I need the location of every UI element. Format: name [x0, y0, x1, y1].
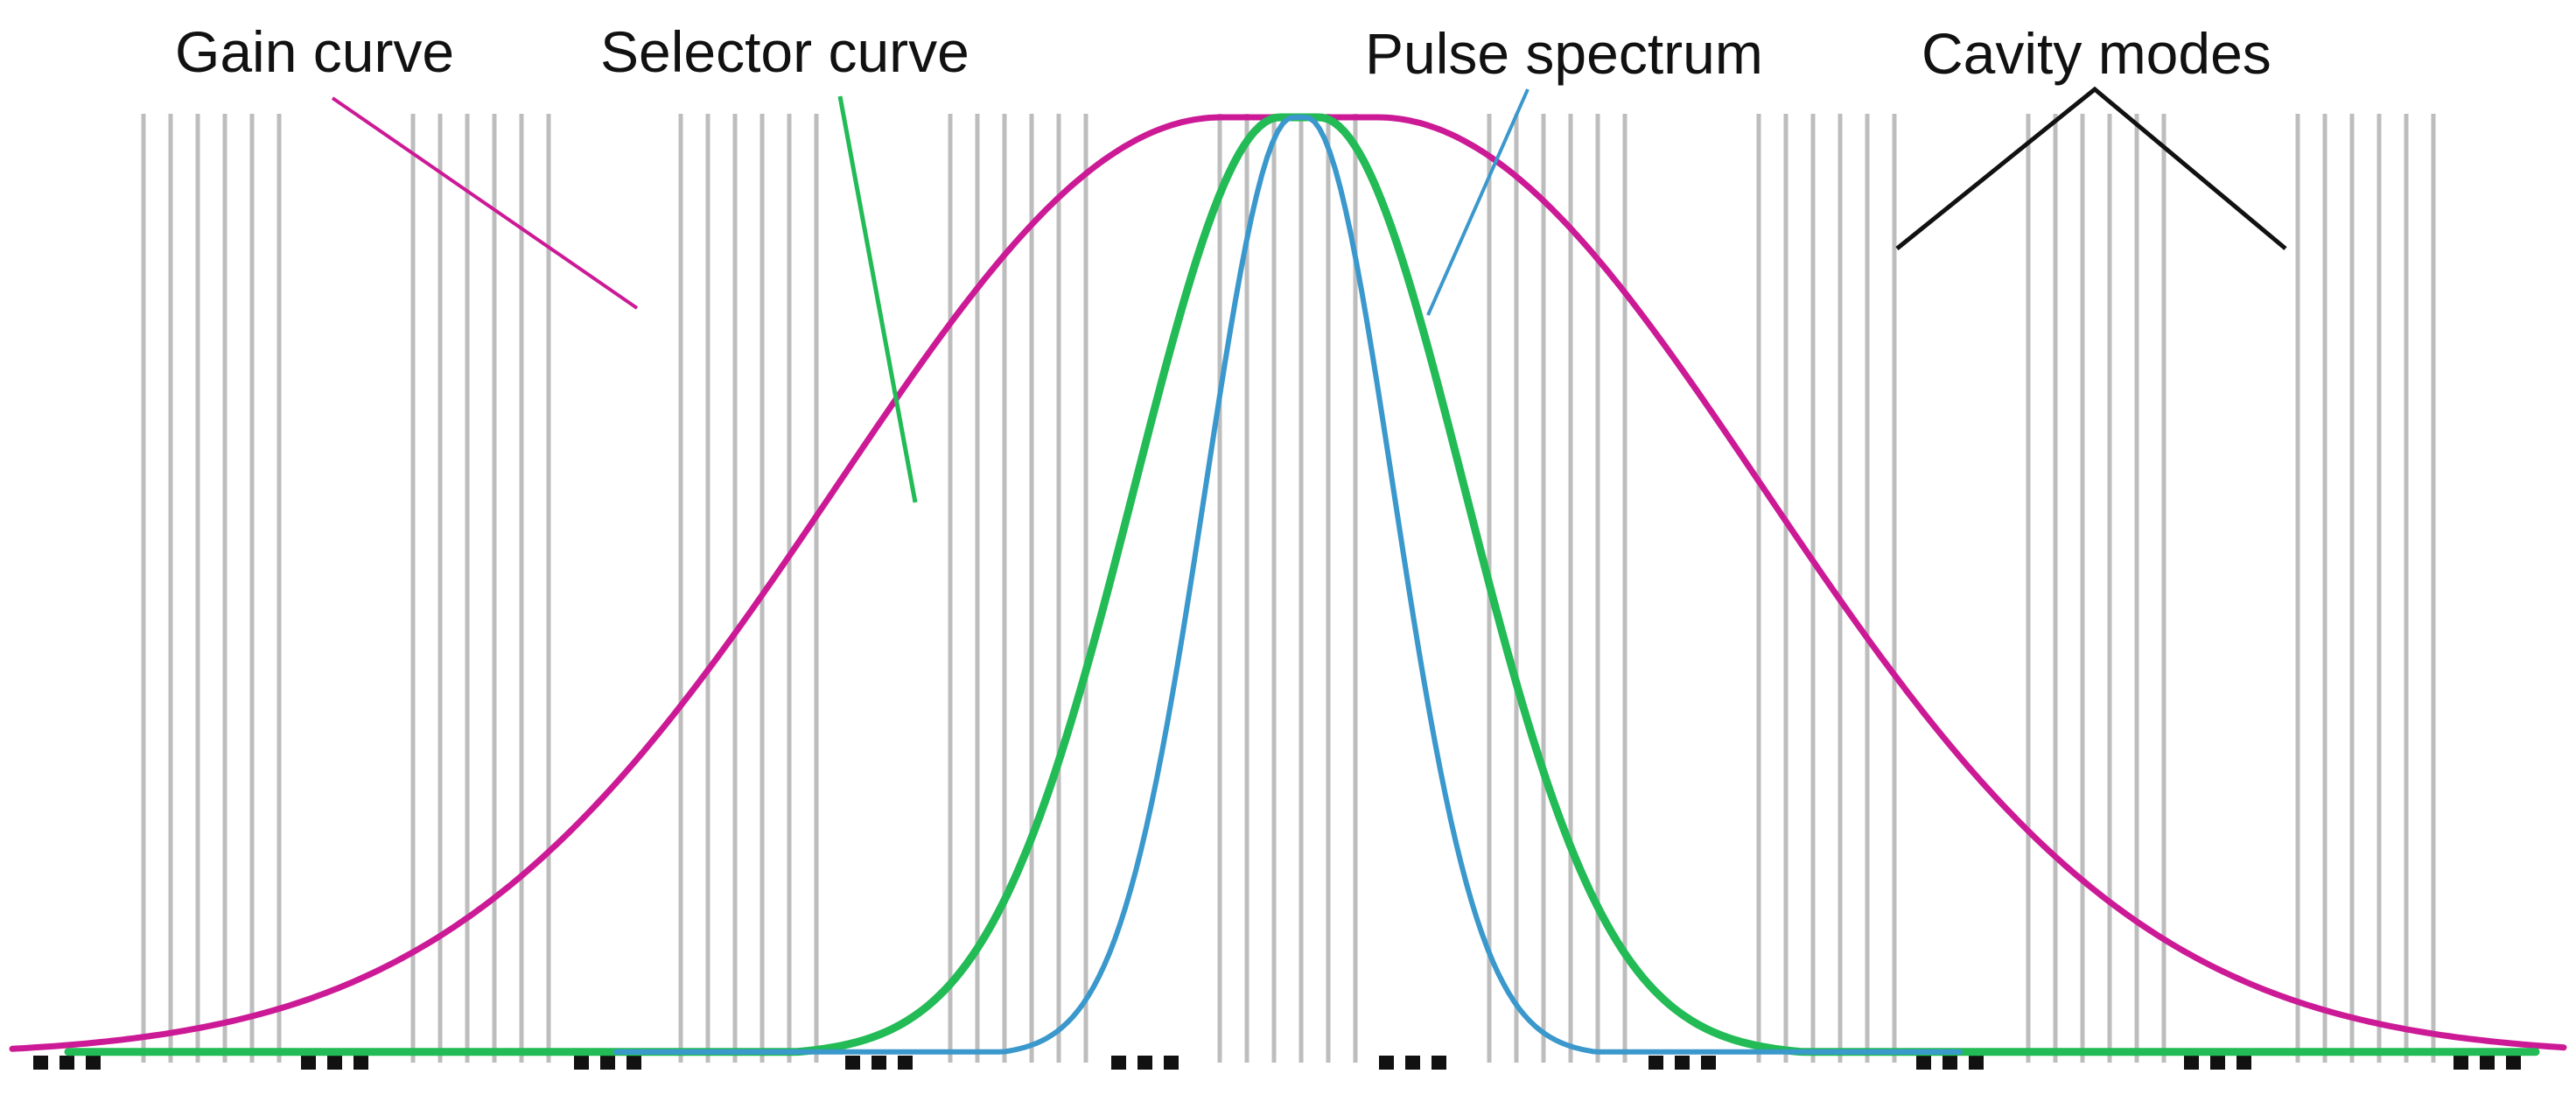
- baseline-dot: [600, 1056, 615, 1070]
- baseline-dot: [1379, 1056, 1394, 1070]
- baseline-dot: [2506, 1056, 2521, 1070]
- baseline-dot: [898, 1056, 913, 1070]
- baseline-dot: [354, 1056, 368, 1070]
- cavity-mode-lines: [141, 114, 2436, 1063]
- baseline-dots: [33, 1056, 2521, 1070]
- pulse-spectrum-leader-line: [1426, 88, 1530, 316]
- gain-curve-leader-line: [331, 96, 639, 310]
- gain-curve: [9, 114, 2567, 1052]
- baseline-dot: [872, 1056, 886, 1070]
- baseline-dot: [1111, 1056, 1126, 1070]
- baseline-dot: [327, 1056, 342, 1070]
- baseline-dot: [2210, 1056, 2225, 1070]
- selector-curve-leader-line: [837, 95, 918, 503]
- baseline-dot: [86, 1056, 101, 1070]
- baseline-dot: [1138, 1056, 1152, 1070]
- cavity-modes-label: Cavity modes: [1922, 21, 2272, 86]
- baseline-dot: [845, 1056, 860, 1070]
- baseline-dot: [301, 1056, 316, 1070]
- baseline-dot: [574, 1056, 589, 1070]
- pulse-spectrum-curve: [613, 115, 1963, 1055]
- baseline-dot: [33, 1056, 48, 1070]
- baseline-dot: [1675, 1056, 1690, 1070]
- baseline-dot: [1701, 1056, 1716, 1070]
- baseline-dot: [2480, 1056, 2495, 1070]
- baseline-dot: [1164, 1056, 1179, 1070]
- baseline-dot: [2236, 1056, 2251, 1070]
- cavity-modes-leader-lines: [1895, 86, 2287, 250]
- gain-curve-label: Gain curve: [175, 19, 454, 84]
- selector-curve-label: Selector curve: [600, 19, 970, 84]
- baseline-dot: [60, 1056, 74, 1070]
- baseline-dot: [2184, 1056, 2199, 1070]
- pulse-spectrum-label: Pulse spectrum: [1365, 21, 1763, 86]
- baseline-dot: [1432, 1056, 1446, 1070]
- baseline-dot: [1969, 1056, 1984, 1070]
- baseline-dot: [1648, 1056, 1663, 1070]
- baseline-dot: [626, 1056, 641, 1070]
- baseline-dot: [1405, 1056, 1420, 1070]
- baseline-dot: [1916, 1056, 1931, 1070]
- baseline-dot: [2454, 1056, 2468, 1070]
- baseline-dot: [1942, 1056, 1957, 1070]
